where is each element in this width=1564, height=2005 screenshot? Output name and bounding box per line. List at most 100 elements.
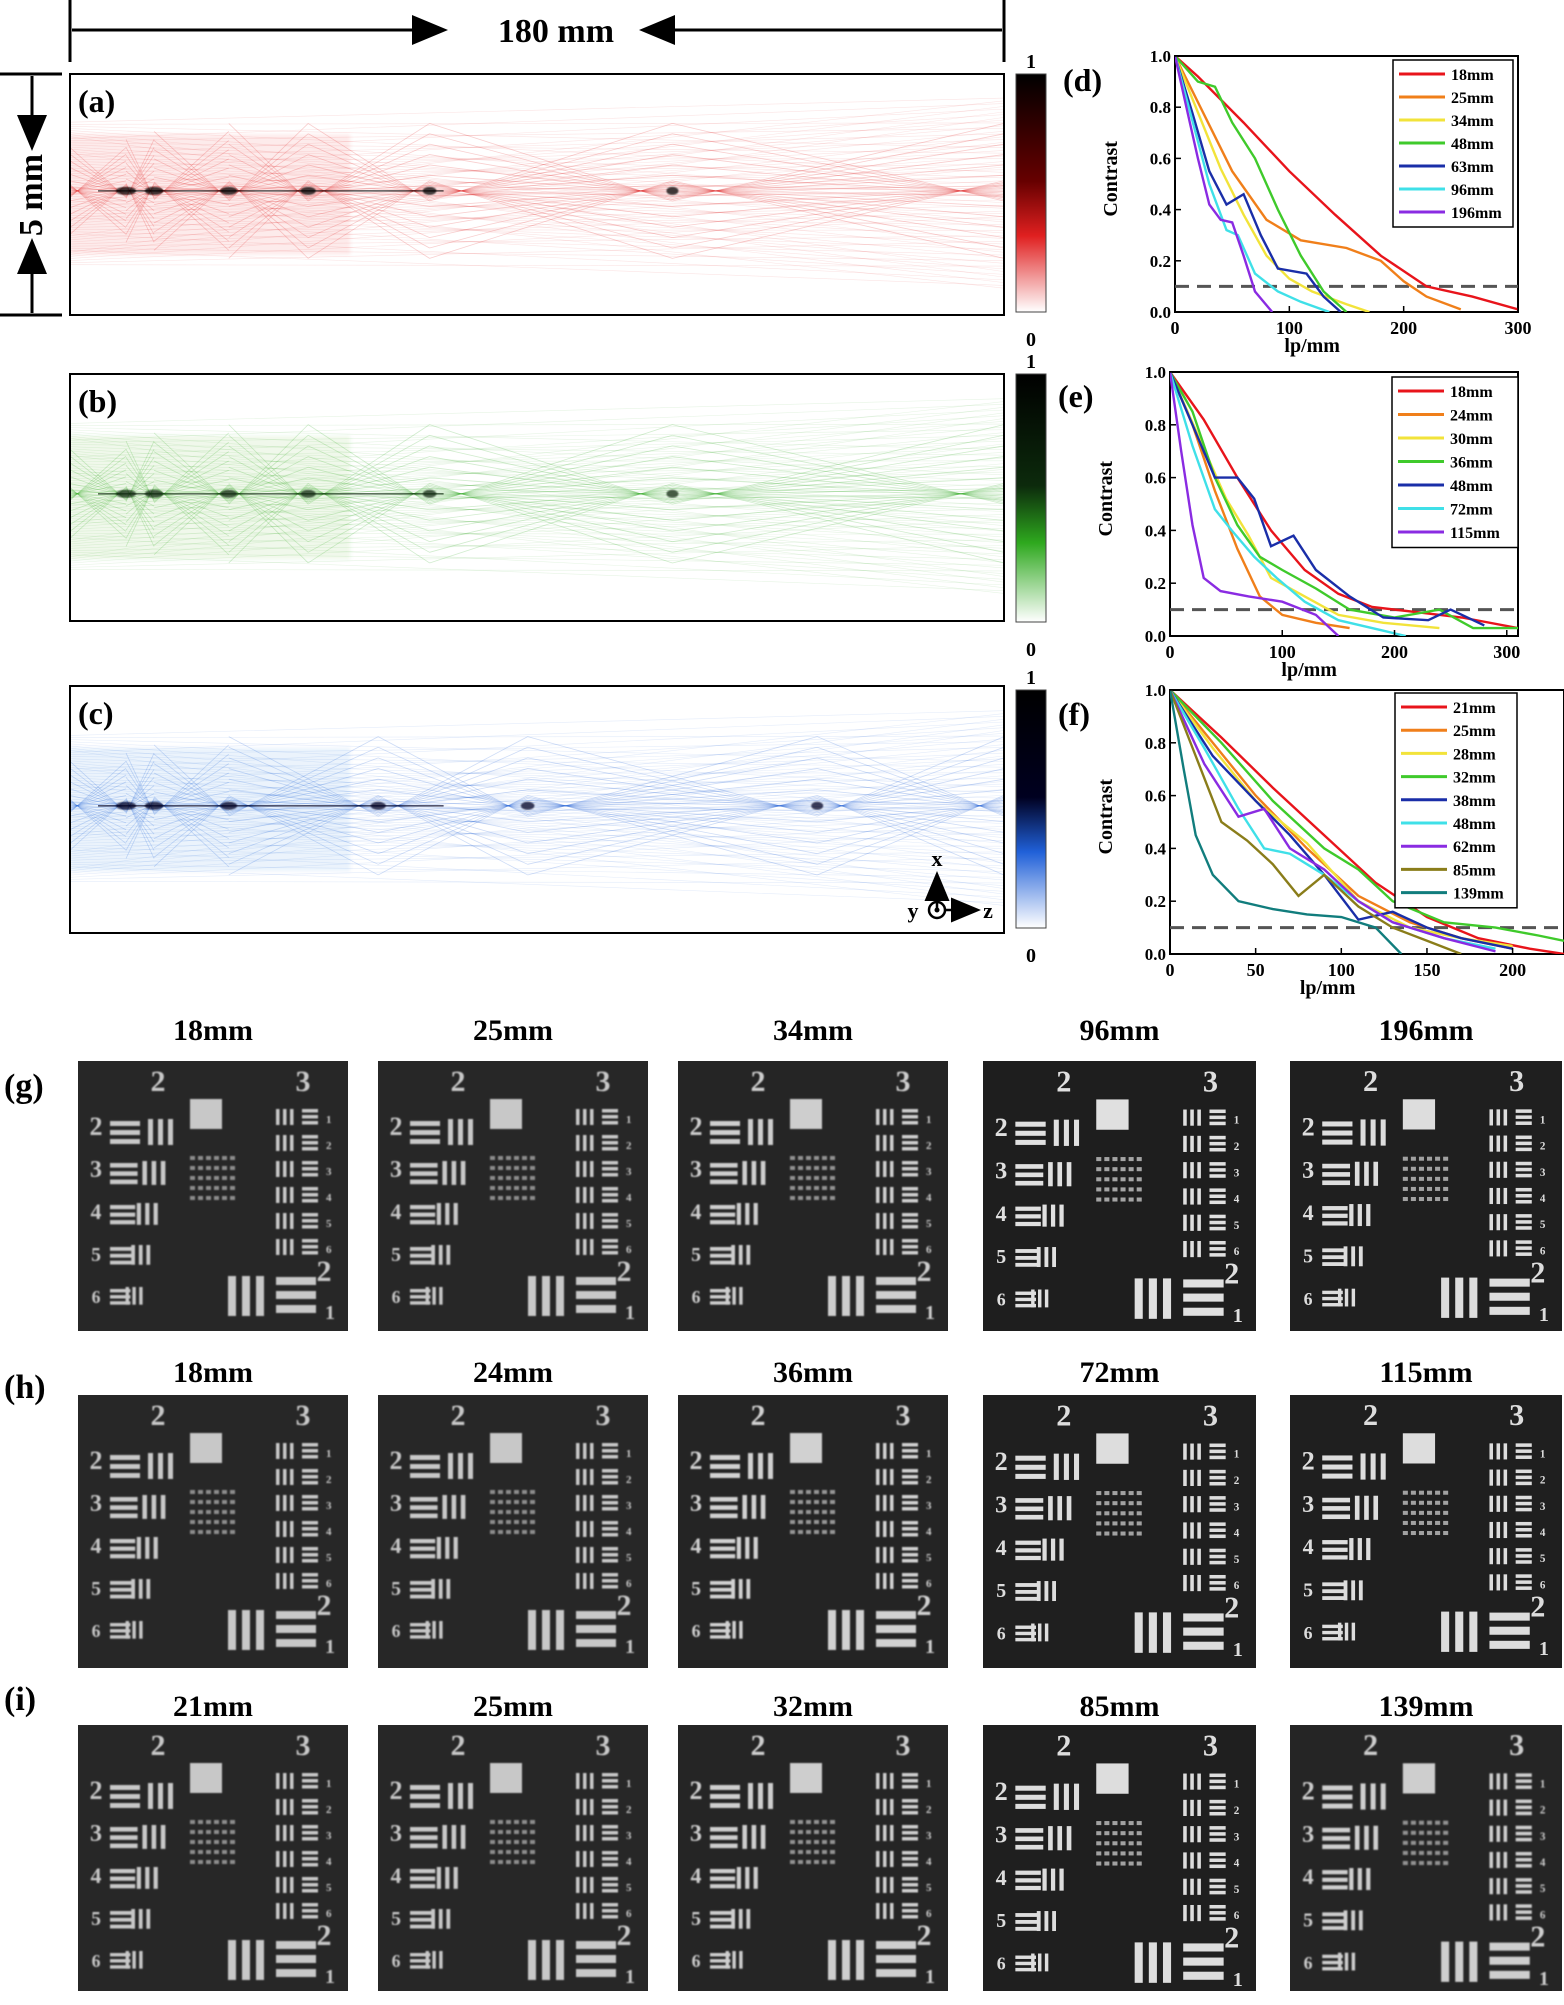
small-bar: [498, 1830, 503, 1834]
bar-horizontal: [1489, 1612, 1530, 1621]
bar-vertical: [1364, 1161, 1369, 1186]
small-bar: [814, 1196, 819, 1200]
bar-vertical: [283, 1903, 287, 1919]
bar-horizontal: [902, 1863, 918, 1867]
bar-horizontal: [1209, 1443, 1226, 1448]
series-line: [1170, 372, 1485, 627]
element-number: 5: [391, 1244, 401, 1266]
element-number: 5: [1303, 1909, 1313, 1931]
small-bar: [1112, 1531, 1118, 1536]
bar-horizontal: [1515, 1548, 1532, 1552]
bar-horizontal: [302, 1883, 318, 1887]
bar-vertical: [742, 1495, 747, 1519]
small-bar: [1120, 1821, 1126, 1826]
bar-horizontal: [1322, 1514, 1351, 1520]
small-bar: [530, 1186, 535, 1190]
bar-vertical: [1190, 1162, 1194, 1179]
bar-horizontal: [1015, 1955, 1036, 1959]
bar-horizontal: [110, 1130, 140, 1135]
small-bar: [1410, 1186, 1416, 1191]
bar-vertical: [142, 1161, 147, 1185]
small-bar: [506, 1860, 511, 1864]
small-bar: [530, 1820, 535, 1824]
bar-horizontal: [410, 1623, 431, 1627]
group-number: 3: [296, 1065, 311, 1098]
bar-vertical: [890, 1443, 894, 1459]
small-bar: [530, 1530, 535, 1534]
small-bar: [206, 1510, 211, 1514]
bar-vertical: [1190, 1443, 1194, 1460]
bar-vertical: [856, 1276, 864, 1316]
bar-horizontal: [602, 1173, 618, 1177]
small-bar: [790, 1860, 795, 1864]
beam-focus: [220, 489, 238, 498]
bar-horizontal: [1209, 1194, 1226, 1199]
bar-vertical: [1496, 1161, 1501, 1178]
element-number: 6: [692, 1287, 701, 1307]
bar-horizontal: [410, 1539, 436, 1544]
bar-horizontal: [1209, 1522, 1226, 1526]
legend-label: 48mm: [1453, 816, 1496, 833]
bar-horizontal: [410, 1163, 438, 1168]
bar-horizontal: [1015, 1297, 1036, 1302]
small-bar: [506, 1156, 511, 1160]
bar-horizontal: [302, 1811, 318, 1815]
small-bar: [190, 1490, 195, 1494]
bar-horizontal: [1515, 1109, 1532, 1113]
element-number: 1: [925, 1966, 935, 1988]
element-number: 4: [926, 1856, 932, 1868]
bar-vertical: [1183, 1826, 1187, 1843]
bar-horizontal: [710, 1869, 736, 1874]
bar-horizontal: [1209, 1109, 1226, 1114]
bar-vertical: [1373, 1161, 1379, 1186]
bar-vertical: [431, 1245, 435, 1265]
bar-horizontal: [276, 1969, 316, 1977]
small-bar: [1128, 1177, 1134, 1182]
bar-horizontal: [710, 1464, 740, 1469]
bar-horizontal: [602, 1831, 618, 1835]
series-group: [1170, 372, 1518, 636]
colorbar: [1015, 73, 1047, 313]
bar-horizontal: [410, 1473, 440, 1478]
bar-horizontal: [710, 1139, 740, 1144]
bar-horizontal: [410, 1629, 431, 1633]
image-caption: 32mm: [773, 1690, 853, 1723]
small-bar: [514, 1186, 519, 1190]
bar-vertical: [290, 1547, 294, 1563]
bar-horizontal: [576, 1969, 616, 1977]
bar-vertical: [760, 1161, 766, 1185]
small-bar: [814, 1186, 819, 1190]
small-bar: [514, 1490, 519, 1494]
element-number: 5: [626, 1218, 632, 1230]
bar-vertical: [453, 1203, 458, 1225]
element-number: 3: [690, 1491, 702, 1517]
small-bar: [1136, 1157, 1142, 1162]
bar-vertical: [432, 1951, 436, 1969]
x-axis-label: lp/mm: [1300, 977, 1356, 999]
bar-vertical: [1052, 1911, 1057, 1932]
small-bar: [814, 1490, 819, 1494]
bar-vertical: [290, 1443, 294, 1459]
bar-horizontal: [1209, 1496, 1226, 1500]
element-number: 3: [90, 1821, 102, 1847]
bar-horizontal: [902, 1161, 918, 1165]
bar-vertical: [276, 1521, 280, 1537]
bar-vertical: [576, 1903, 580, 1919]
bar-vertical: [732, 1951, 736, 1969]
bar-horizontal: [1322, 1121, 1353, 1127]
bar-horizontal: [710, 1121, 740, 1126]
element-number: 1: [625, 1636, 635, 1658]
bar-horizontal: [276, 1291, 316, 1299]
bar-horizontal: [1322, 1506, 1351, 1511]
small-bar: [1120, 1197, 1126, 1202]
bar-vertical: [1337, 1622, 1342, 1641]
beam-focus: [370, 801, 386, 810]
bar-horizontal: [710, 1205, 736, 1210]
element-number: 5: [996, 1910, 1006, 1932]
legend-label: 139mm: [1453, 886, 1504, 903]
series-line: [1175, 56, 1462, 311]
bar-vertical: [1057, 1162, 1063, 1187]
